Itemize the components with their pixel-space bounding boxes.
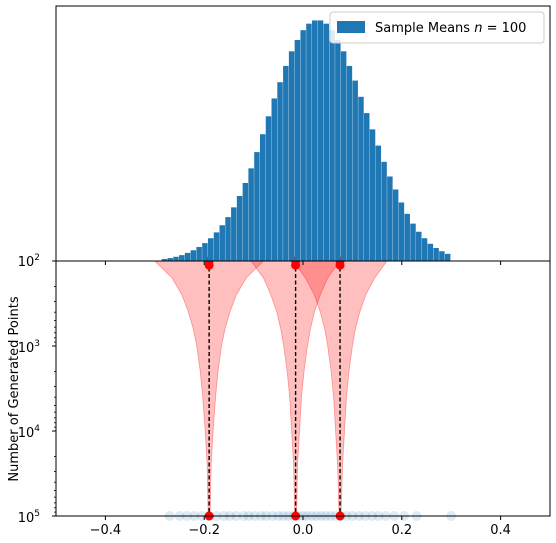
- legend-box: [329, 11, 545, 44]
- histogram-bar: [421, 238, 428, 261]
- top-ytick-label: 102: [18, 253, 40, 270]
- xtick-label: 0.2: [391, 523, 412, 538]
- histogram-bar: [433, 248, 439, 261]
- histogram-bar: [323, 23, 330, 262]
- histogram-bar: [375, 145, 382, 261]
- histogram-bar: [231, 207, 237, 261]
- histogram-bar: [381, 161, 387, 261]
- legend-label: Sample Means n = 100: [375, 21, 526, 36]
- histogram-bar: [306, 23, 312, 262]
- histogram-bar: [173, 256, 179, 261]
- histogram-bar: [340, 51, 347, 261]
- histogram-bar: [398, 202, 405, 261]
- histogram-bar: [404, 213, 410, 261]
- histogram-bar: [346, 65, 353, 261]
- histogram-bar: [283, 65, 289, 261]
- histogram-bar: [392, 189, 399, 261]
- histogram-bar: [242, 182, 249, 261]
- histogram-bar: [294, 39, 301, 261]
- histogram-bar: [248, 168, 254, 261]
- histogram-bar: [410, 223, 416, 261]
- bottom-ytick-label-1000: 103: [18, 339, 40, 356]
- histogram-bar: [387, 176, 393, 261]
- histogram-bar: [259, 134, 266, 261]
- axis-ticks: [52, 260, 502, 520]
- histogram-bar: [184, 252, 191, 261]
- histogram-bar: [225, 217, 231, 261]
- histogram-bars: [161, 20, 451, 262]
- legend: Sample Means n = 100: [329, 11, 545, 44]
- histogram-bar: [317, 20, 324, 262]
- xtick-label: 0.4: [490, 523, 511, 538]
- xtick-label: 0.0: [293, 523, 314, 538]
- mean-marker: [335, 260, 345, 270]
- mean-marker: [204, 260, 214, 270]
- histogram-bar: [358, 96, 364, 261]
- bottom-ytick-label-100000: 105: [18, 509, 40, 526]
- histogram-bar: [219, 225, 225, 261]
- histogram-bar: [179, 255, 185, 261]
- histogram-bar: [288, 51, 295, 261]
- histogram-bar: [271, 98, 278, 262]
- histogram-bar: [167, 258, 173, 261]
- histogram-bar: [265, 116, 272, 261]
- xtick-label: −0.4: [90, 523, 122, 538]
- histogram-bar: [213, 232, 220, 261]
- histogram-bar: [196, 247, 202, 261]
- histogram-bar: [236, 195, 243, 261]
- histogram-bar: [352, 80, 358, 261]
- histogram-bar: [190, 250, 197, 261]
- histogram-bar: [364, 113, 370, 261]
- histogram-bar: [439, 251, 445, 261]
- histogram-bar: [202, 243, 208, 261]
- histogram-bar: [329, 30, 335, 261]
- bottom-ytick-label-10000: 104: [18, 424, 41, 441]
- histogram-bar: [300, 30, 306, 261]
- xtick-label: −0.2: [188, 523, 220, 538]
- mean-dashed-lines: [208, 261, 341, 516]
- histogram-bar: [335, 39, 341, 261]
- histogram-bar: [161, 259, 168, 261]
- histogram-bar: [311, 20, 318, 262]
- distribution-fills: [153, 260, 388, 517]
- histogram-bar: [427, 243, 434, 261]
- histogram-bar: [207, 238, 214, 261]
- histogram-bar: [277, 82, 283, 261]
- mean-marker: [291, 260, 301, 270]
- legend-swatch: [337, 21, 365, 33]
- histogram-bar: [444, 253, 451, 261]
- histogram-bar: [416, 231, 422, 261]
- histogram-bar: [369, 129, 376, 261]
- y-axis-label: Number of Generated Points: [7, 296, 22, 481]
- histogram-bar: [254, 152, 260, 261]
